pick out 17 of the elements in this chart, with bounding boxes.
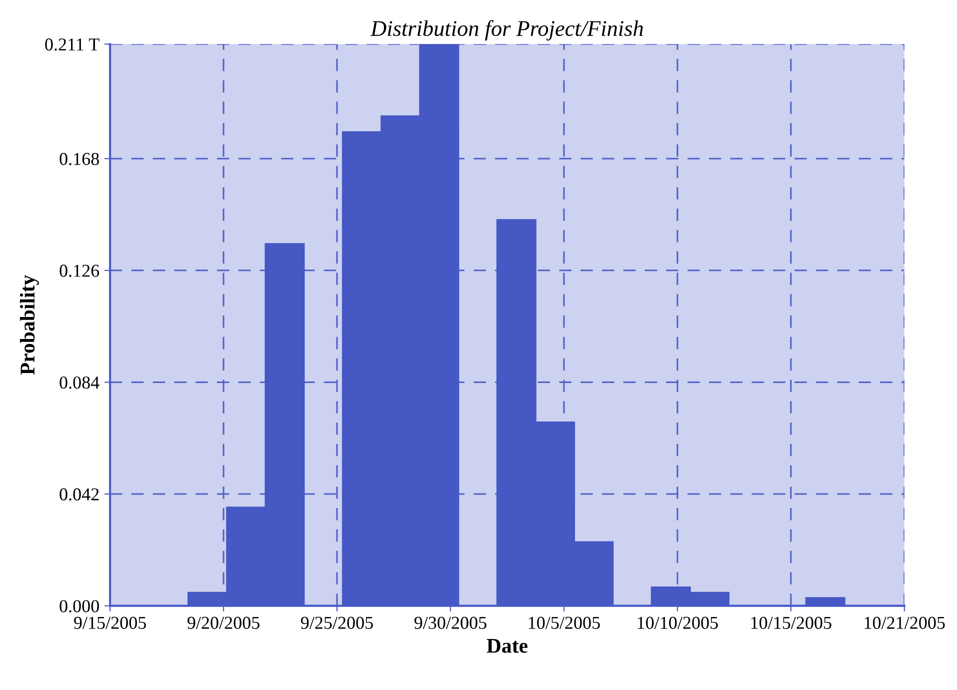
- chart-title: Distribution for Project/Finish: [370, 20, 643, 41]
- x-tick-label: 9/30/2005: [414, 616, 486, 629]
- x-tick-label: 10/15/2005: [751, 616, 832, 629]
- y-tick-label: 0.126: [60, 264, 100, 277]
- x-tick-label: 10/21/2005: [864, 616, 945, 629]
- x-axis-title: Date: [486, 638, 528, 653]
- y-axis-title: Probability: [20, 275, 39, 375]
- y-tick-label: 0.042: [60, 488, 99, 501]
- x-tick-label: 9/20/2005: [188, 616, 260, 629]
- x-tick-label: 10/5/2005: [528, 616, 600, 629]
- y-tick-label: 0.168: [60, 152, 99, 166]
- y-tick-label: 0.084: [60, 376, 100, 389]
- y-tick-label: 0.211 T: [45, 38, 100, 51]
- x-tick-label: 9/25/2005: [300, 616, 373, 629]
- y-tick-label: 0.000: [60, 600, 99, 612]
- x-tick-label: 10/10/2005: [638, 616, 718, 629]
- x-tick-label: 9/15/2005: [74, 616, 146, 629]
